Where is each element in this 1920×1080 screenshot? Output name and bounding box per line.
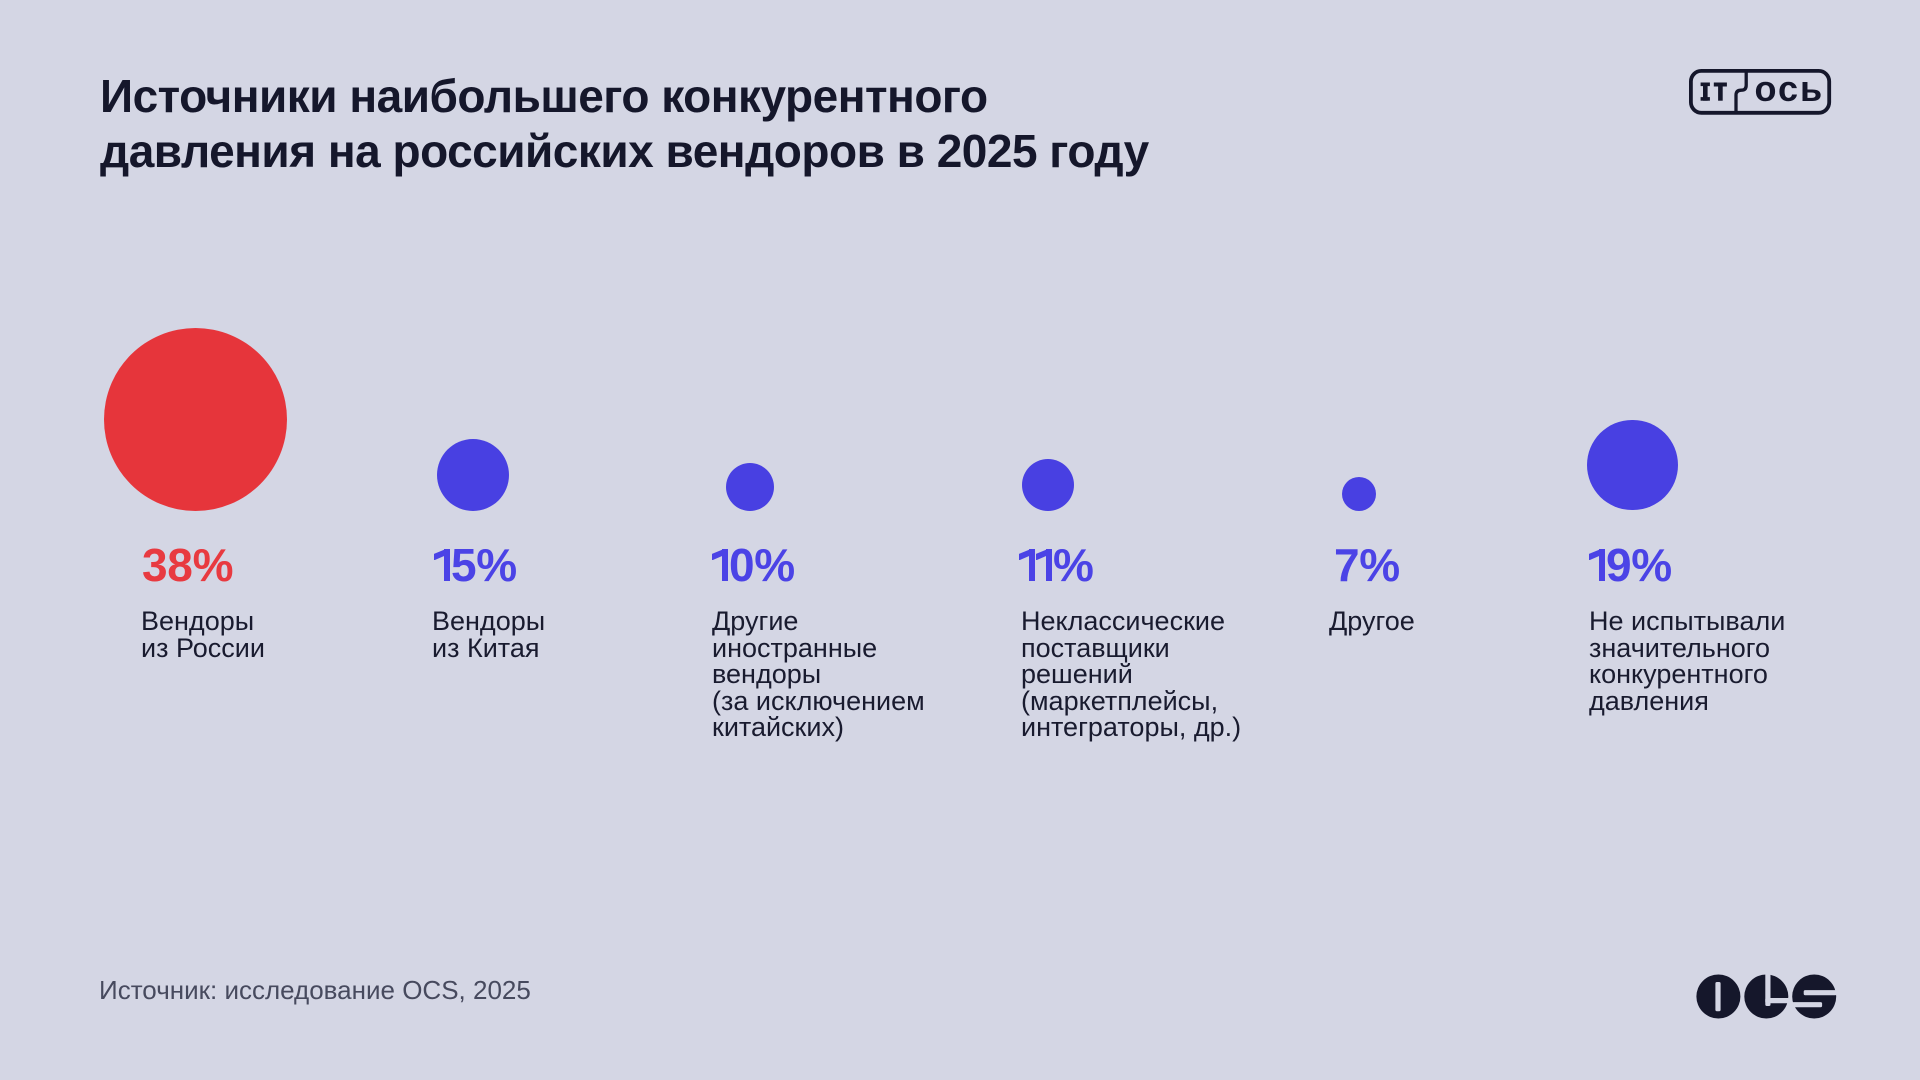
svg-text:ось: ось xyxy=(1755,69,1825,109)
